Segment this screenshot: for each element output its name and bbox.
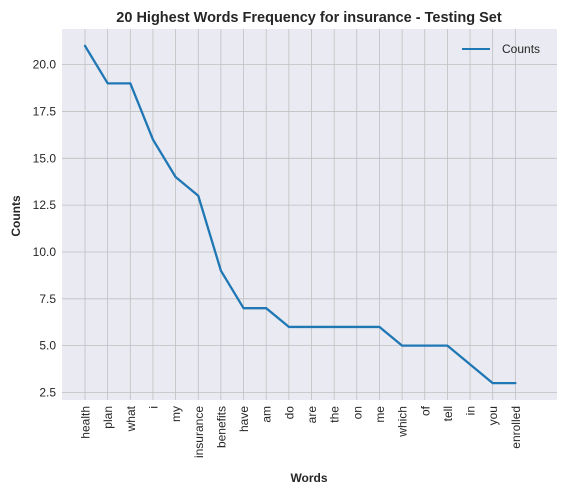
x-tick-label: in	[464, 406, 478, 415]
grid-lines	[62, 29, 557, 400]
x-tick-label: are	[305, 406, 319, 424]
x-tick-label: enrolled	[509, 406, 523, 449]
y-tick-label: 10.0	[33, 245, 57, 259]
x-tick-label: health	[79, 406, 93, 439]
x-tick-label: what	[124, 405, 138, 432]
x-tick-label: tell	[441, 406, 455, 421]
y-axis-label: Counts	[9, 195, 23, 237]
x-tick-label: have	[237, 406, 251, 432]
x-axis-label: Words	[290, 471, 327, 485]
legend-label-counts: Counts	[502, 42, 540, 56]
plot-area	[62, 29, 557, 400]
x-tick-label: you	[486, 406, 500, 425]
y-tick-label: 2.5	[39, 386, 56, 400]
x-tick-label: am	[260, 406, 274, 423]
x-tick-label: which	[396, 406, 410, 438]
y-tick-label: 20.0	[33, 58, 57, 72]
y-tick-label: 5.0	[39, 339, 56, 353]
x-axis-ticks: health plan what i my insurance benefits have am…	[79, 405, 523, 458]
x-tick-label: insurance	[192, 406, 206, 458]
series-line-counts	[83, 44, 517, 385]
legend: Counts	[462, 42, 540, 56]
x-tick-label: plan	[101, 406, 115, 429]
series-layer	[83, 44, 517, 385]
x-tick-label: on	[350, 406, 364, 419]
y-tick-label: 15.0	[33, 151, 57, 165]
x-tick-label: me	[373, 406, 387, 423]
y-tick-label: 7.5	[39, 292, 56, 306]
x-tick-label: i	[146, 406, 160, 409]
x-tick-label: do	[282, 406, 296, 420]
y-tick-label: 17.5	[33, 104, 57, 118]
x-tick-label: my	[169, 406, 183, 422]
y-axis-ticks: 2.5 5.0 7.5 10.0 12.5 15.0 17.5 20.0	[33, 58, 57, 400]
chart-title: 20 Highest Words Frequency for insurance…	[116, 10, 502, 26]
x-tick-label: of	[418, 405, 432, 416]
x-tick-label: the	[328, 406, 342, 423]
x-tick-label: benefits	[214, 406, 228, 448]
y-tick-label: 12.5	[33, 198, 57, 212]
